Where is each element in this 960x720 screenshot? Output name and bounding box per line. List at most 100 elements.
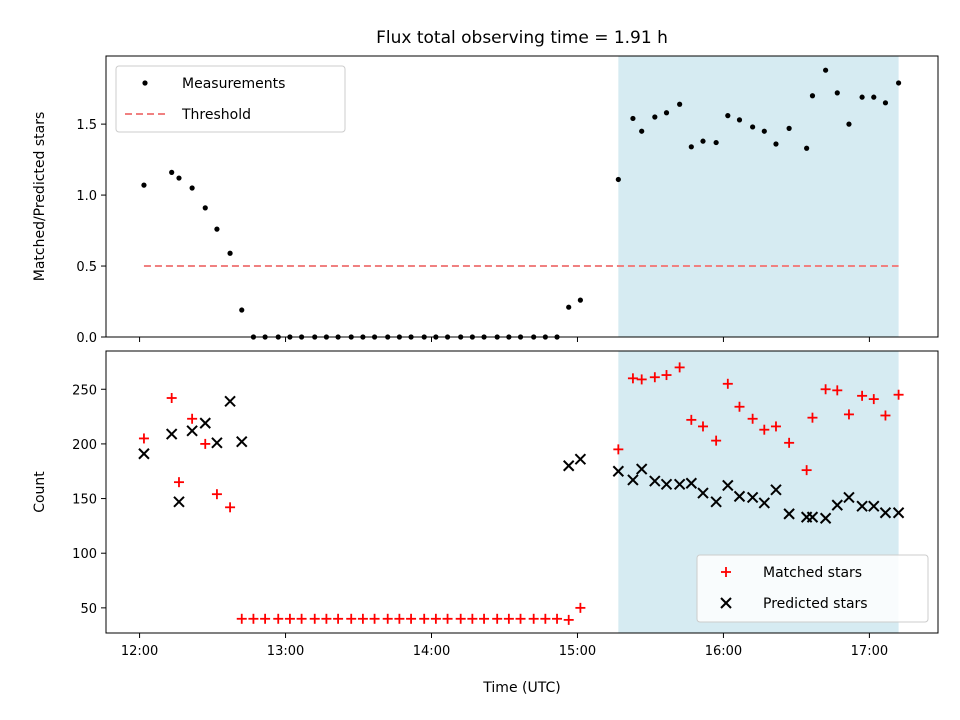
measurement-point (804, 145, 810, 151)
matched-stars-point (173, 477, 184, 488)
predicted-stars-point (868, 500, 880, 512)
matched-stars-point (540, 613, 551, 624)
ratio-panel: 0.0 0.5 1.0 1.5 Matched/Predicted stars Measu… (32, 55, 939, 346)
predicted-stars-point (574, 453, 587, 465)
predicted-stars-point (563, 460, 575, 472)
legend-box (115, 65, 346, 133)
matched-stars-point (166, 393, 177, 403)
legend-box (696, 554, 929, 623)
matched-stars-point (661, 370, 672, 381)
matched-stars-point (225, 502, 236, 513)
matched-stars-point (248, 613, 259, 624)
legend-label: Predicted stars (763, 596, 868, 612)
y-tick-label: 0.0 (76, 331, 97, 346)
measurement-point (750, 124, 756, 130)
measurement-point (141, 182, 147, 188)
predicted-stars-point (879, 507, 892, 519)
matched-stars-point (784, 437, 795, 448)
predicted-stars-point (806, 511, 819, 523)
matched-stars-point (419, 613, 430, 624)
axes-frame (105, 55, 939, 338)
measurement-point (713, 139, 719, 146)
matched-stars-point (697, 421, 708, 432)
predicted-stars-point (746, 491, 759, 504)
measurement-point (566, 304, 572, 310)
measurement-point (227, 250, 233, 256)
measurement-point (652, 114, 658, 120)
matched-stars-point (801, 465, 812, 476)
predicted-stars-point (236, 436, 248, 448)
y-tick-label: 0.5 (76, 260, 97, 275)
legend-plus-icon (721, 567, 731, 577)
measurement-point (639, 128, 645, 134)
measurement-point (725, 113, 731, 119)
predicted-stars-point (612, 465, 625, 477)
matched-stars-point (674, 362, 685, 373)
predicted-stars-point (138, 448, 150, 460)
matched-stars-point (868, 394, 879, 405)
legend-dot-icon (142, 80, 148, 86)
measurement-point (859, 94, 865, 100)
y-tick-label: 150 (72, 493, 97, 508)
legend-x-icon (720, 597, 732, 609)
predicted-stars-point (783, 508, 795, 520)
measurement-point (615, 176, 621, 183)
matched-stars-point (734, 401, 745, 412)
measurement-point (169, 169, 175, 175)
matched-stars-point (406, 613, 417, 624)
measurement-point (239, 307, 245, 313)
matched-stars-point (747, 413, 758, 424)
matched-stars-point (211, 489, 222, 500)
x-tick-label: 15:00 (559, 644, 596, 659)
measurement-point (895, 80, 902, 86)
x-axis-label: Time (UTC) (482, 680, 560, 696)
measurement-point (663, 110, 670, 116)
matched-stars-point (273, 613, 284, 624)
matched-stars-point (807, 412, 818, 423)
matched-stars-point (284, 613, 295, 624)
matched-stars-point (857, 390, 868, 401)
y-tick-label: 50 (80, 602, 97, 617)
predicted-stars-point (673, 478, 686, 491)
measurement-point (189, 185, 195, 191)
matched-stars-point (832, 385, 843, 396)
measurement-point (736, 117, 743, 123)
x-tick-label: 16:00 (705, 644, 742, 659)
measurement-point (871, 94, 877, 100)
matched-stars-point (296, 613, 307, 624)
matched-stars-point (321, 613, 332, 624)
chart-title: Flux total observing time = 1.91 h (376, 28, 668, 48)
predicted-stars-point (722, 479, 734, 492)
matched-stars-point (382, 613, 393, 624)
matched-stars-point (820, 384, 831, 395)
predicted-stars-point (892, 507, 905, 519)
x-tick-label: 17:00 (851, 644, 888, 659)
measurement-point (688, 144, 694, 150)
matched-stars-point (369, 613, 380, 624)
legend-label: Matched stars (763, 565, 862, 581)
predicted-stars-point (627, 474, 639, 486)
matched-stars-point (528, 613, 539, 624)
axes-frame (105, 350, 939, 634)
y-axis-label: Matched/Predicted stars (32, 112, 48, 282)
matched-stars-point (711, 435, 722, 446)
matched-stars-point (479, 613, 490, 624)
matched-stars-point (455, 613, 466, 624)
matched-stars-point (575, 602, 586, 613)
predicted-stars-point (856, 500, 868, 512)
matched-stars-point (636, 374, 647, 385)
measurement-point (823, 67, 829, 73)
matched-stars-point (309, 613, 320, 624)
matched-stars-point (394, 613, 405, 624)
legend: Measurements Threshold (115, 65, 346, 133)
matched-stars-point (357, 613, 368, 624)
y-tick-label: 250 (72, 383, 97, 398)
legend: Matched stars Predicted stars (696, 554, 929, 623)
matched-stars-point (236, 613, 247, 624)
matched-stars-point (759, 424, 770, 435)
y-tick-label: 200 (72, 438, 97, 453)
matched-stars-point (260, 613, 271, 624)
matched-stars-point (333, 613, 344, 624)
predicted-stars-point (831, 499, 843, 511)
matched-stars-point (346, 613, 357, 624)
